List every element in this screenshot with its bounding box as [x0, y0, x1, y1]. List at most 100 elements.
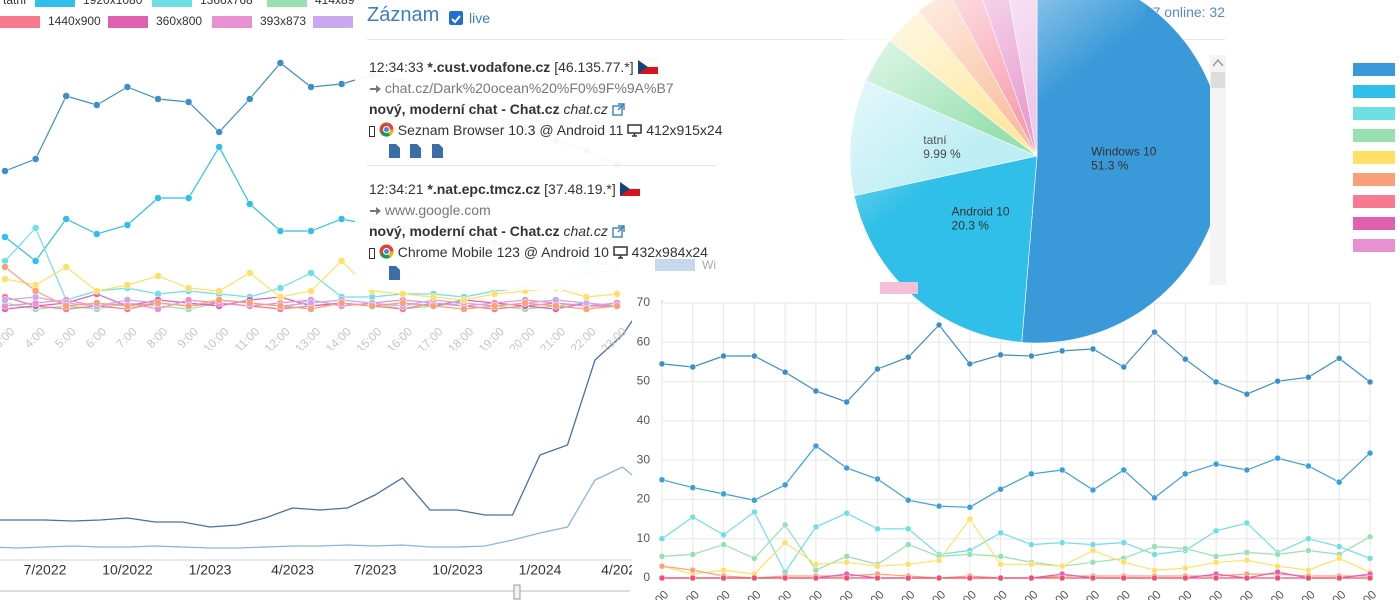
series-line — [661, 518, 1371, 575]
browser: Seznam Browser 10.3 @ Android 11 — [397, 122, 624, 138]
data-point — [307, 287, 315, 295]
data-point — [246, 299, 254, 307]
data-point — [154, 194, 162, 202]
legend-swatch[interactable] — [1353, 129, 1395, 142]
data-point — [215, 296, 223, 304]
legend-swatch[interactable] — [152, 0, 192, 7]
data-point — [582, 293, 591, 301]
data-point — [1366, 574, 1374, 582]
data-point — [93, 101, 101, 109]
data-point — [935, 502, 943, 510]
legend-swatch[interactable] — [35, 0, 75, 7]
data-point — [874, 562, 881, 570]
separator — [367, 39, 1225, 40]
legend-swatch[interactable] — [1353, 195, 1395, 208]
data-point — [307, 269, 315, 277]
page-icons[interactable] — [389, 144, 459, 158]
live-label[interactable]: live — [469, 10, 491, 26]
data-point — [1305, 547, 1312, 554]
data-point — [658, 360, 666, 368]
link-icon[interactable] — [612, 225, 625, 238]
data-point — [751, 496, 758, 504]
data-point — [1120, 559, 1127, 566]
legend-swatch[interactable] — [1353, 173, 1395, 186]
data-point — [62, 92, 70, 100]
navigator-handle[interactable] — [513, 584, 521, 600]
data-point — [689, 551, 697, 558]
y-tick-label: 20 — [637, 492, 651, 506]
legend-swatch[interactable] — [313, 16, 353, 28]
page-domain: chat.cz — [563, 223, 608, 239]
data-point — [1335, 555, 1343, 562]
data-point — [1089, 486, 1097, 494]
data-point — [997, 553, 1004, 560]
page-line: nový, moderní chat - Chat.cz chat.cz — [369, 221, 625, 241]
pie-fade — [845, 0, 1145, 230]
data-point — [1243, 557, 1251, 564]
link-icon[interactable] — [612, 103, 625, 116]
data-point — [966, 574, 974, 582]
legend-swatch[interactable] — [1353, 217, 1395, 230]
data-point — [905, 353, 912, 361]
data-point — [905, 541, 912, 548]
referrer[interactable]: www.google.com — [384, 202, 491, 218]
legend-swatch[interactable] — [267, 0, 307, 7]
legend-swatch[interactable] — [1353, 63, 1395, 76]
referrer[interactable]: chat.cz/Dark%20ocean%20%F0%9F%9A%B7 — [384, 80, 674, 96]
data-point — [720, 531, 727, 539]
data-point — [658, 574, 666, 582]
data-point — [1212, 378, 1220, 386]
legend-swatch[interactable] — [1353, 151, 1395, 164]
data-point — [1274, 377, 1281, 385]
legend-label: 1366x768 — [200, 0, 253, 7]
legend-swatch[interactable] — [0, 16, 40, 28]
data-point — [1058, 539, 1066, 546]
data-point — [1089, 345, 1097, 353]
page-line: nový, moderní chat - Chat.cz chat.cz — [369, 99, 625, 119]
y-tick-label: 70 — [637, 295, 651, 309]
x-tick-label: 10/2023 — [432, 562, 483, 578]
live-checkbox[interactable] — [449, 11, 463, 25]
data-point — [1305, 462, 1312, 470]
scroll-up[interactable] — [1212, 58, 1224, 67]
data-point — [905, 561, 912, 568]
data-point — [658, 562, 666, 570]
data-point — [123, 302, 132, 310]
data-point — [154, 299, 162, 307]
data-point — [246, 95, 254, 103]
page-icons[interactable] — [389, 266, 409, 280]
pages-line — [389, 141, 459, 161]
scrollbar[interactable] — [1210, 55, 1226, 285]
arrow-icon — [370, 207, 381, 215]
data-point — [1366, 533, 1374, 540]
legend-swatch[interactable] — [1353, 239, 1395, 252]
x-tick-label: 7/2023 — [354, 562, 397, 578]
data-point — [1243, 466, 1251, 474]
resolution: 412x915x24 — [646, 122, 723, 138]
arrow-icon — [370, 85, 381, 93]
data-point — [1243, 519, 1251, 527]
data-point — [1335, 478, 1343, 486]
data-point — [154, 95, 162, 103]
data-point — [276, 302, 285, 310]
series-line — [661, 511, 1371, 574]
legend-swatch[interactable] — [212, 16, 252, 28]
monitor-icon — [613, 246, 628, 259]
data-point — [399, 290, 407, 298]
data-point — [123, 281, 132, 289]
data-point — [751, 555, 758, 562]
data-point — [184, 284, 193, 292]
data-point — [31, 155, 40, 163]
legend-swatch[interactable] — [108, 16, 148, 28]
referrer-line: www.google.com — [369, 200, 491, 220]
data-point — [966, 515, 974, 523]
data-point — [613, 302, 621, 310]
data-point — [1, 233, 9, 241]
data-point — [1366, 555, 1374, 562]
legend-swatch[interactable] — [1353, 107, 1395, 120]
legend-label: 1440x900 — [48, 14, 101, 28]
data-point — [93, 230, 101, 238]
legend-swatch[interactable] — [1353, 85, 1395, 98]
data-point — [689, 566, 697, 574]
scroll-thumb[interactable] — [1211, 72, 1225, 88]
